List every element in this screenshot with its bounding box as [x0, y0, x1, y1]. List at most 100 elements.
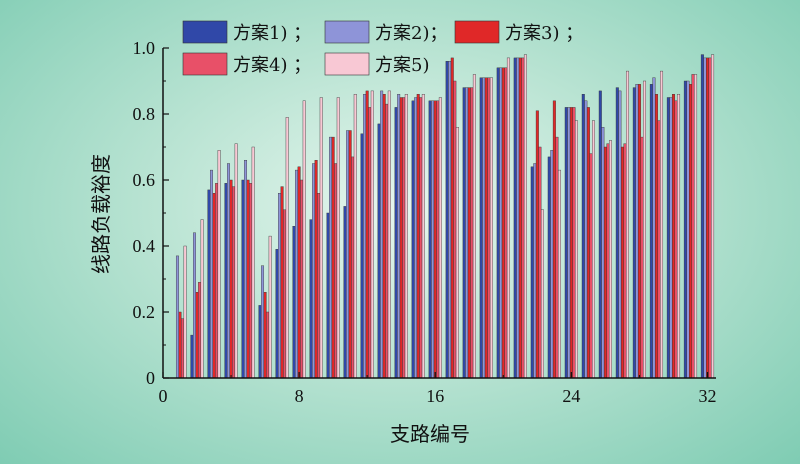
bar-series-1-branch-30 [666, 97, 670, 379]
legend-swatch-series-5 [324, 52, 370, 76]
bar-series-3-branch-20 [501, 67, 505, 379]
bar-series-4-branch-9 [317, 192, 321, 379]
bar-series-1-branch-20 [496, 67, 500, 379]
bar-series-3-branch-6 [263, 292, 267, 379]
bar-series-1-branch-19 [479, 77, 483, 379]
bar-series-1-branch-15 [411, 100, 415, 379]
bar-series-2-branch-28 [635, 84, 639, 379]
bar-series-5-branch-3 [217, 150, 221, 379]
bar-series-2-branch-7 [278, 192, 282, 379]
bar-series-1-branch-17 [445, 61, 449, 379]
bar-series-2-branch-11 [346, 130, 350, 379]
bar-series-3-branch-2 [195, 292, 199, 379]
bar-series-5-branch-22 [540, 209, 544, 379]
bar-series-5-branch-5 [251, 146, 255, 379]
bar-series-5-branch-7 [285, 117, 289, 379]
bar-series-4-branch-30 [674, 100, 678, 379]
bar-series-3-branch-24 [569, 107, 573, 379]
bar-series-2-branch-10 [329, 136, 333, 379]
bar-series-3-branch-25 [586, 107, 590, 379]
bar-series-1-branch-25 [581, 93, 585, 379]
x-tick-label: 16 [426, 386, 444, 406]
bar-series-3-branch-15 [416, 93, 420, 379]
bar-series-3-branch-27 [620, 146, 624, 379]
bar-series-3-branch-32 [706, 57, 709, 379]
bar-series-5-branch-18 [472, 74, 476, 379]
bar-series-1-branch-5 [241, 179, 245, 379]
x-tick-label: 0 [159, 386, 168, 406]
bar-series-5-branch-13 [387, 90, 391, 379]
bar-series-5-branch-4 [234, 143, 238, 379]
x-tick-label: 32 [698, 386, 716, 406]
bar-series-1-branch-31 [683, 80, 687, 379]
bar-series-5-branch-28 [643, 80, 647, 379]
bar-series-3-branch-11 [348, 130, 352, 379]
bar-series-1-branch-24 [564, 107, 568, 379]
bar-series-1-branch-3 [207, 189, 211, 379]
bar-series-2-branch-16 [431, 100, 435, 379]
bar-series-2-branch-13 [380, 90, 384, 379]
bar-series-3-branch-13 [382, 93, 386, 379]
bar-series-4-branch-25 [589, 153, 593, 379]
bar-series-1-branch-21 [513, 57, 517, 379]
bar-series-4-branch-12 [368, 107, 372, 379]
bar-series-1-branch-23 [547, 156, 551, 379]
bar-series-2-branch-5 [244, 159, 247, 379]
bar-series-2-branch-30 [669, 97, 673, 379]
bar-series-5-branch-10 [336, 97, 340, 379]
bar-series-1-branch-14 [394, 107, 398, 379]
bar-series-4-branch-20 [504, 67, 508, 379]
bar-series-2-branch-19 [482, 77, 486, 379]
bar-series-3-branch-29 [654, 93, 658, 379]
bar-series-4-branch-18 [470, 87, 474, 379]
x-tick-label: 8 [295, 386, 304, 406]
bar-series-1-branch-2 [190, 334, 194, 379]
bar-series-2-branch-17 [448, 61, 452, 379]
bar-series-5-branch-31 [694, 74, 698, 379]
bar-series-1-branch-28 [632, 87, 636, 379]
bar-series-3-branch-16 [433, 100, 437, 379]
bar-series-3-branch-4 [229, 179, 233, 379]
bar-series-2-branch-2 [192, 232, 196, 379]
bar-series-5-branch-17 [455, 126, 459, 379]
bar-series-2-branch-21 [516, 57, 520, 379]
bar-series-4-branch-31 [691, 74, 695, 379]
bar-series-1-branch-16 [428, 100, 432, 379]
bar-series-2-branch-4 [227, 163, 230, 379]
bar-series-1-branch-9 [309, 219, 313, 379]
bar-series-4-branch-15 [419, 97, 423, 379]
bars-group [175, 54, 715, 379]
x-axis-title: 支路编号 [390, 422, 470, 446]
bar-series-3-branch-28 [637, 84, 641, 379]
bar-series-2-branch-14 [397, 93, 401, 379]
bar-series-4-branch-32 [708, 57, 712, 379]
legend-swatch-series-4 [182, 52, 228, 76]
bar-series-4-branch-6 [266, 311, 270, 379]
legend-label-series-3: 方案3) ； [505, 23, 583, 44]
bar-series-1-branch-4 [224, 183, 228, 379]
bar-series-5-branch-30 [677, 93, 681, 379]
bar-series-4-branch-27 [623, 143, 627, 379]
bar-series-5-branch-15 [421, 93, 425, 379]
bar-series-5-branch-32 [711, 54, 715, 379]
legend-label-series-5: 方案5) [375, 55, 429, 76]
bar-series-4-branch-11 [351, 156, 355, 379]
bar-series-4-branch-7 [283, 209, 287, 379]
legend-label-series-4: 方案4) ； [233, 55, 311, 76]
bar-series-2-branch-12 [363, 93, 367, 379]
bar-series-2-branch-27 [618, 90, 622, 379]
bar-series-4-branch-22 [538, 146, 542, 379]
bar-series-4-branch-14 [402, 97, 406, 379]
bar-series-4-branch-8 [300, 179, 304, 379]
bar-series-1-branch-29 [649, 84, 653, 379]
bar-series-3-branch-18 [467, 87, 471, 379]
legend-label-series-1: 方案1) ； [233, 23, 311, 44]
bar-series-1-branch-26 [598, 90, 602, 379]
bar-series-2-branch-1 [175, 255, 179, 379]
bar-series-4-branch-10 [334, 163, 338, 379]
bar-series-3-branch-26 [603, 146, 607, 379]
bar-series-5-branch-9 [319, 97, 323, 379]
bar-series-5-branch-1 [183, 245, 187, 379]
bar-series-3-branch-19 [484, 77, 488, 379]
bar-series-5-branch-21 [523, 54, 527, 379]
